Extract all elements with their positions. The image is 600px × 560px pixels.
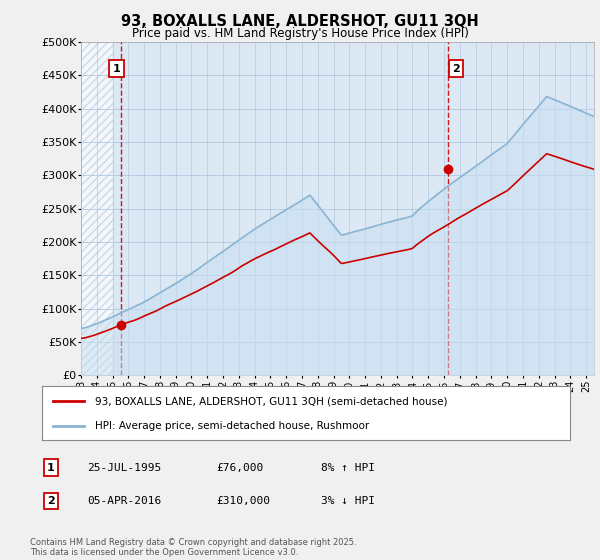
Text: 05-APR-2016: 05-APR-2016 [87,496,161,506]
Text: Contains HM Land Registry data © Crown copyright and database right 2025.
This d: Contains HM Land Registry data © Crown c… [30,538,356,557]
Text: 3% ↓ HPI: 3% ↓ HPI [321,496,375,506]
Text: 1: 1 [47,463,55,473]
Text: 93, BOXALLS LANE, ALDERSHOT, GU11 3QH (semi-detached house): 93, BOXALLS LANE, ALDERSHOT, GU11 3QH (s… [95,396,448,407]
Text: 25-JUL-1995: 25-JUL-1995 [87,463,161,473]
Text: 8% ↑ HPI: 8% ↑ HPI [321,463,375,473]
Text: 2: 2 [452,64,460,74]
Text: £76,000: £76,000 [216,463,263,473]
Polygon shape [81,42,113,375]
Text: 2: 2 [47,496,55,506]
Text: 93, BOXALLS LANE, ALDERSHOT, GU11 3QH: 93, BOXALLS LANE, ALDERSHOT, GU11 3QH [121,14,479,29]
Text: HPI: Average price, semi-detached house, Rushmoor: HPI: Average price, semi-detached house,… [95,421,369,431]
Text: Price paid vs. HM Land Registry's House Price Index (HPI): Price paid vs. HM Land Registry's House … [131,27,469,40]
Text: 1: 1 [113,64,121,74]
Text: £310,000: £310,000 [216,496,270,506]
